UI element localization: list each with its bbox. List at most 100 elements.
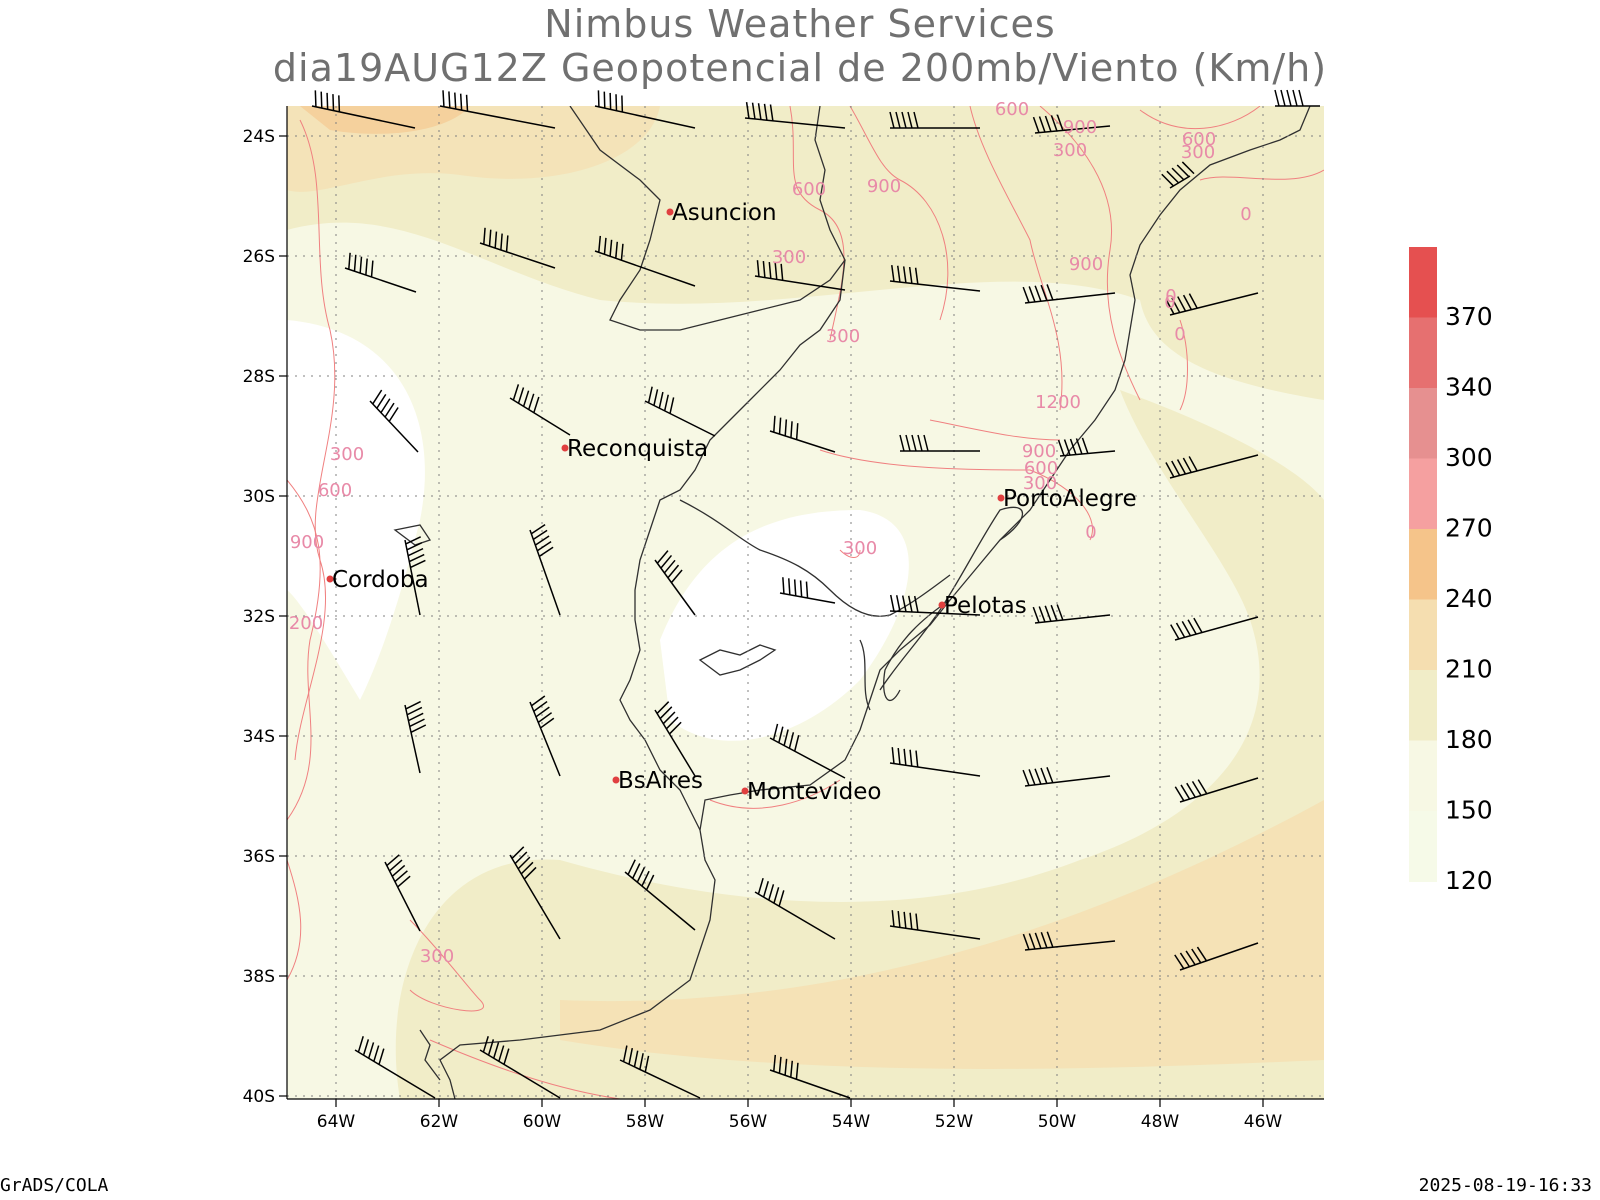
wind-barb-feather <box>897 910 901 928</box>
wind-barb-staff <box>529 529 561 616</box>
wind-barb-staff <box>1169 292 1259 316</box>
wind-barb-feather <box>1050 115 1058 132</box>
wind-barb-feather <box>1034 285 1042 302</box>
wind-barb-feather <box>1175 622 1186 638</box>
wind-barb-feather <box>1185 950 1196 966</box>
lat-tick-label: 28S <box>243 367 275 387</box>
lon-tick-label: 48W <box>1141 1112 1180 1132</box>
wind-barb-feather <box>372 389 383 405</box>
lat-tick-label: 30S <box>243 487 275 507</box>
city-dot <box>612 776 620 784</box>
wind-barb-feather <box>1191 948 1202 964</box>
wind-barb-feather <box>534 535 550 546</box>
wind-barb-feather <box>603 237 607 255</box>
map-axes: 24S 26S 28S 30S 32S 34S 36S 38S 40S 64W 62W 60W 58W 5… <box>243 106 1324 1132</box>
wind-barb-feather <box>669 397 675 414</box>
wind-barb-feather <box>448 91 451 108</box>
wind-barb-feather <box>628 1047 634 1065</box>
coastlines-borders <box>393 106 1311 1099</box>
wind-barb-feather <box>905 434 911 452</box>
wind-barb-feather <box>1075 438 1083 455</box>
wind-barb-feather <box>357 1036 364 1053</box>
lat-tick-label: 40S <box>243 1087 275 1107</box>
wind-barb-feather <box>793 734 800 752</box>
wind-barb-feather <box>914 267 919 285</box>
wind-barb-feather <box>1171 297 1181 313</box>
wind-barb-feather <box>768 261 772 279</box>
contour-label: 900 <box>1022 441 1056 462</box>
wind-barb-feather <box>1182 294 1193 311</box>
contour-label: 300 <box>826 326 860 347</box>
legend-label: 240 <box>1445 584 1493 613</box>
lon-tick-label: 60W <box>523 1112 562 1132</box>
legend-color-swatch <box>1409 599 1437 671</box>
wind-barb-feather <box>1170 624 1180 640</box>
wind-barb-feather <box>644 1055 650 1073</box>
legend-color-swatch <box>1409 740 1437 812</box>
city-label: Asuncion <box>672 200 777 226</box>
wind-barb-feather <box>537 712 553 723</box>
wind-barb-feather <box>406 706 423 716</box>
contour-label: 200 <box>289 613 323 634</box>
wind-barb-staff <box>384 861 421 932</box>
wind-barb-feather <box>442 90 445 107</box>
wind-barb-feather <box>487 1039 495 1056</box>
city-label: BsAires <box>618 768 703 794</box>
wind-barb-feather <box>915 750 919 768</box>
wind-barb-staff <box>1169 454 1259 479</box>
contour-label: 600 <box>1024 458 1058 479</box>
wind-barb-feather <box>1174 786 1185 802</box>
wind-barb-feather <box>465 94 469 112</box>
wind-barb-feather <box>909 749 913 767</box>
wind-barb-feather <box>380 398 391 414</box>
wind-barb-feather <box>320 91 323 109</box>
wind-barb-staff <box>754 275 846 291</box>
wind-barb-feather <box>459 93 463 111</box>
wind-barb-staff <box>369 400 419 453</box>
legend-color-swatch <box>1409 317 1437 389</box>
wind-barb-feather <box>917 434 923 452</box>
wind-barb-feather <box>1181 161 1195 175</box>
wind-barb-feather <box>901 111 907 129</box>
wind-barb-feather <box>511 846 525 859</box>
wind-barb-feather <box>348 252 351 270</box>
wind-barb-staff <box>1034 614 1111 624</box>
legend-label: 370 <box>1445 302 1493 331</box>
wind-barb-feather <box>523 866 537 880</box>
wind-barb-feather <box>405 700 421 710</box>
wind-barb-feather <box>1165 462 1175 478</box>
wind-barb-feather <box>1174 954 1185 970</box>
wind-barb-feather <box>528 393 535 410</box>
wind-barb-feather <box>373 1045 380 1062</box>
wind-barb-feather <box>620 243 624 261</box>
wind-barb-feather <box>494 231 498 249</box>
contour-label: 0 <box>1174 324 1185 345</box>
wind-barb-feather <box>488 229 492 247</box>
wind-barb-feather <box>757 877 764 895</box>
contour-label: 300 <box>772 247 806 268</box>
wind-barb-feather <box>1180 784 1191 800</box>
contour-label: 300 <box>330 444 364 465</box>
wind-barb-feather <box>1022 286 1030 303</box>
lat-lon-grid <box>287 106 1324 1099</box>
wind-barb-feather <box>633 1050 639 1068</box>
wind-barb-feather <box>1193 617 1203 633</box>
wind-barb-staff <box>1174 616 1259 641</box>
wind-barb-feather <box>1176 164 1190 178</box>
wind-barb-feather <box>1286 89 1292 107</box>
wind-barb-feather <box>408 712 424 722</box>
wind-barb-feather <box>533 396 540 413</box>
lon-tick-label: 56W <box>729 1112 768 1132</box>
wind-barb-feather <box>901 595 907 612</box>
wind-barb-feather <box>503 1048 510 1065</box>
wind-barb-feather <box>790 1060 794 1078</box>
wind-barb-feather <box>1028 286 1036 303</box>
wind-barb-staff <box>644 400 716 437</box>
wind-barb-feather <box>520 861 534 875</box>
wind-barb-feather <box>903 911 907 929</box>
wind-barb-feather <box>498 1045 505 1062</box>
wind-barb-feather <box>1171 460 1181 476</box>
wind-barb-feather <box>1187 619 1197 635</box>
wind-barb-feather <box>774 262 778 280</box>
